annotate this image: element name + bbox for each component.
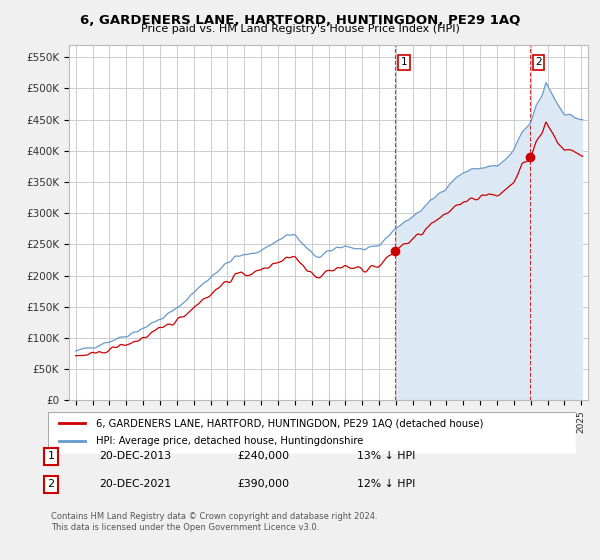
Text: 20-DEC-2021: 20-DEC-2021: [99, 479, 171, 489]
Text: 6, GARDENERS LANE, HARTFORD, HUNTINGDON, PE29 1AQ: 6, GARDENERS LANE, HARTFORD, HUNTINGDON,…: [80, 14, 520, 27]
Text: 20-DEC-2013: 20-DEC-2013: [99, 451, 171, 461]
Text: 2: 2: [535, 57, 542, 67]
Text: 2: 2: [47, 479, 55, 489]
Text: 1: 1: [47, 451, 55, 461]
Text: 6, GARDENERS LANE, HARTFORD, HUNTINGDON, PE29 1AQ (detached house): 6, GARDENERS LANE, HARTFORD, HUNTINGDON,…: [95, 418, 483, 428]
Text: 1: 1: [400, 57, 407, 67]
Text: £240,000: £240,000: [237, 451, 289, 461]
Text: Price paid vs. HM Land Registry's House Price Index (HPI): Price paid vs. HM Land Registry's House …: [140, 24, 460, 34]
Text: Contains HM Land Registry data © Crown copyright and database right 2024.
This d: Contains HM Land Registry data © Crown c…: [51, 512, 377, 532]
Text: HPI: Average price, detached house, Huntingdonshire: HPI: Average price, detached house, Hunt…: [95, 436, 363, 446]
Text: 13% ↓ HPI: 13% ↓ HPI: [357, 451, 415, 461]
Text: £390,000: £390,000: [237, 479, 289, 489]
Text: 12% ↓ HPI: 12% ↓ HPI: [357, 479, 415, 489]
